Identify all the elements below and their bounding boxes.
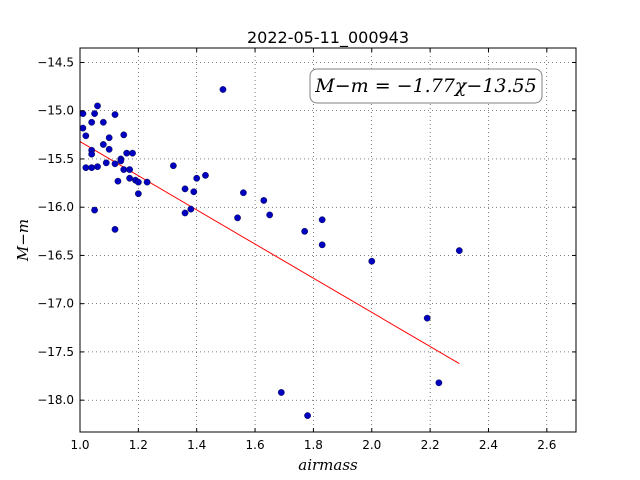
fit-line-group: [79, 141, 460, 365]
data-point: [260, 197, 268, 204]
data-point: [455, 247, 463, 254]
data-point: [423, 314, 431, 322]
data-point: [193, 174, 201, 182]
x-tick-label: 2.6: [537, 438, 556, 452]
data-points: [79, 86, 463, 419]
data-point: [318, 216, 326, 224]
data-point: [202, 172, 209, 179]
y-tick-label: −14.5: [37, 55, 74, 69]
data-point: [111, 111, 119, 118]
x-axis-label: airmass: [298, 456, 358, 474]
data-point: [435, 379, 443, 387]
data-point: [105, 145, 113, 153]
data-point: [99, 118, 107, 126]
data-point: [88, 118, 96, 126]
data-point: [120, 166, 128, 173]
data-point: [301, 227, 309, 235]
y-tick-label: −16.0: [37, 200, 74, 214]
data-point: [266, 211, 273, 219]
y-axis-label: M−m: [14, 219, 32, 262]
data-point: [277, 389, 285, 396]
data-point: [123, 149, 131, 157]
x-tick-label: 2.4: [479, 438, 498, 452]
plot-frame: [79, 47, 577, 433]
y-tick-label: −16.5: [37, 248, 74, 262]
data-point: [79, 110, 87, 117]
x-tick-label: 1.6: [246, 438, 265, 452]
data-point: [368, 257, 376, 265]
equation-box-frame: [309, 68, 543, 104]
data-point: [105, 134, 113, 142]
data-point: [91, 206, 98, 214]
y-tick-label: −17.5: [37, 345, 74, 359]
data-point: [219, 86, 227, 93]
data-point: [82, 164, 90, 171]
data-point: [111, 226, 119, 233]
data-point: [129, 149, 136, 157]
data-point: [120, 131, 128, 139]
data-point: [114, 177, 122, 185]
data-point: [94, 163, 101, 171]
chart-title: 2022-05-11_000943: [247, 28, 409, 48]
grid-lines: [79, 48, 576, 432]
y-tick-label: −17.0: [37, 297, 74, 311]
data-point: [135, 178, 142, 186]
data-point: [234, 214, 241, 222]
x-tick-label: 1.2: [129, 438, 148, 452]
x-tick-labels: 1.0 1.2 1.4 1.6 1.8 2.0 2.2 2.4 2.6: [70, 438, 556, 452]
data-point: [82, 132, 90, 140]
data-point: [99, 141, 107, 148]
data-point: [88, 164, 96, 171]
x-tick-label: 2.2: [421, 438, 440, 452]
x-tick-label: 1.8: [304, 438, 323, 452]
data-point: [91, 110, 98, 117]
data-point: [304, 412, 311, 419]
y-tick-label: −15.0: [37, 104, 74, 118]
x-tick-label: 1.0: [70, 438, 89, 452]
data-point: [79, 124, 87, 132]
data-point: [181, 185, 189, 193]
data-point: [111, 160, 119, 168]
data-point: [170, 162, 177, 170]
data-point: [88, 150, 96, 158]
x-tick-label: 2.0: [362, 438, 381, 452]
equation-text: M−m = −1.77χ−13.55: [314, 75, 536, 97]
data-point: [240, 189, 247, 197]
equation-box: M−m = −1.77χ−13.55: [309, 68, 543, 104]
data-point: [126, 166, 133, 173]
data-point: [135, 190, 142, 198]
data-point: [187, 205, 195, 213]
data-point: [318, 241, 326, 249]
y-tick-label: −15.5: [37, 152, 74, 166]
y-tick-label: −18.0: [37, 393, 74, 407]
data-point: [102, 159, 110, 167]
data-point: [94, 102, 101, 110]
fit-line: [79, 141, 460, 365]
data-point: [143, 178, 151, 186]
x-tick-label: 1.4: [187, 438, 206, 452]
y-tick-labels: −14.5 −15.0 −15.5 −16.0 −16.5 −17.0 −17.5 −18.0: [37, 55, 74, 407]
data-point: [126, 174, 133, 182]
data-point: [117, 157, 125, 165]
axis-ticks: [79, 48, 576, 432]
data-point: [181, 209, 189, 217]
data-point: [190, 188, 198, 196]
